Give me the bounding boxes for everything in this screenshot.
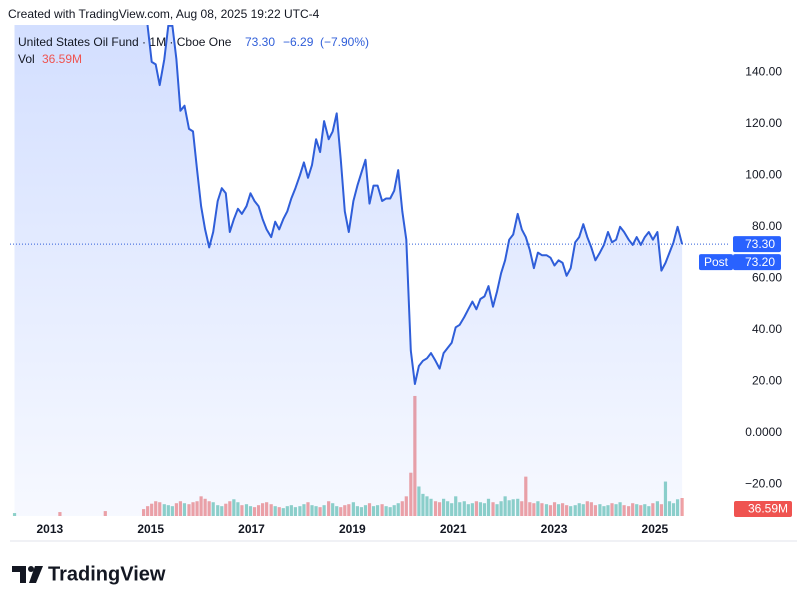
legend-change: −6.29 xyxy=(283,35,314,49)
x-tick-label: 2017 xyxy=(238,522,265,536)
y-tick-label: 20.00 xyxy=(752,374,782,388)
x-tick-label: 2023 xyxy=(541,522,568,536)
series-legend: United States Oil Fund · 1M · Cboe One xyxy=(18,35,232,49)
post-price-label: 73.20 xyxy=(745,255,775,269)
volume-badge xyxy=(734,501,792,517)
y-tick-label: −20.00 xyxy=(745,477,782,491)
axes: −20.00 0.0000 20.00 40.00 60.00 80.00 100.00 12… xyxy=(10,64,792,536)
last-price-label: 73.30 xyxy=(745,237,775,251)
y-tick-label: 0.0000 xyxy=(745,425,782,439)
brand-name: TradingView xyxy=(48,563,166,585)
y-tick-label: 40.00 xyxy=(752,322,782,336)
post-badge xyxy=(699,254,733,271)
plot-area xyxy=(12,25,684,516)
legend-last: 73.30 xyxy=(245,35,275,49)
volume-bar xyxy=(680,497,684,516)
y-tick-label: 80.00 xyxy=(752,219,782,233)
y-tick-label: 120.00 xyxy=(745,116,782,130)
area-fill xyxy=(14,25,683,516)
volume-badge-label: 36.59M xyxy=(748,502,788,516)
x-tick-label: 2021 xyxy=(440,522,467,536)
x-tick-label: 2015 xyxy=(137,522,164,536)
post-price-badge xyxy=(733,254,781,271)
x-tick-label: 2019 xyxy=(339,522,366,536)
brand-logo xyxy=(12,566,43,583)
y-tick-label: 100.00 xyxy=(745,167,782,181)
y-tick-label: 60.00 xyxy=(752,271,782,285)
y-tick-label: 140.00 xyxy=(745,64,782,78)
legend-change-pct: (−7.90%) xyxy=(320,35,369,49)
volume-legend-value: 36.59M xyxy=(42,52,82,66)
volume-legend: Vol xyxy=(18,52,35,66)
x-tick-label: 2025 xyxy=(642,522,669,536)
last-price-badge xyxy=(733,236,781,253)
created-note: Created with TradingView.com, Aug 08, 20… xyxy=(8,7,320,21)
x-tick-label: 2013 xyxy=(36,522,63,536)
post-label: Post xyxy=(704,255,729,269)
